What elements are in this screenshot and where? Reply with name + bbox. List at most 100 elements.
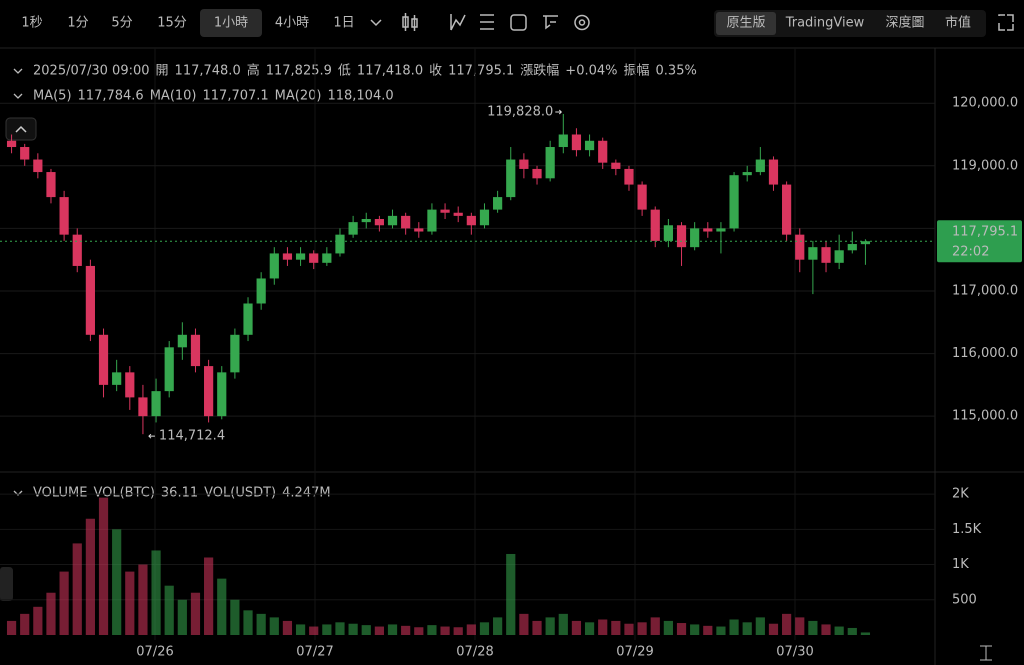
candle-body: [847, 244, 857, 251]
collapse-button[interactable]: [5, 117, 37, 141]
volume-bar: [782, 613, 792, 635]
info-value: 0.35%: [656, 64, 697, 79]
volume-bar: [440, 626, 450, 635]
volume-bar: [834, 626, 844, 635]
candle-body: [335, 234, 345, 254]
low-annotation: 114,712.4: [159, 429, 225, 444]
fullscreen-icon[interactable]: [998, 14, 1014, 31]
candle-body: [493, 197, 503, 210]
volume-bar: [558, 613, 568, 635]
side-handle[interactable]: [0, 567, 13, 601]
candle-body: [479, 209, 490, 226]
candle-body: [138, 397, 148, 417]
volume-bar: [493, 617, 503, 635]
view-tab[interactable]: 原生版: [726, 16, 765, 31]
volume-bar: [466, 624, 476, 635]
candle-body: [230, 334, 240, 373]
candle-body: [624, 168, 634, 185]
volume-bar: [808, 620, 818, 635]
legend-chevrons: [13, 68, 23, 496]
candle-body: [860, 241, 871, 245]
view-tab-active: [716, 12, 776, 35]
interval-button[interactable]: 1日: [333, 16, 354, 31]
candle-body: [755, 159, 765, 173]
y-tick-label: 119,000.0: [952, 158, 1018, 173]
candle-body: [177, 334, 187, 348]
info-value: 117,418.0: [357, 64, 423, 79]
settings-icon[interactable]: [574, 14, 590, 31]
x-tick-label: 07/27: [296, 645, 333, 660]
indicator-icon[interactable]: [450, 14, 466, 31]
volume-bar: [282, 620, 293, 635]
volume-bar: [571, 620, 582, 635]
interval-button[interactable]: 15分: [157, 16, 187, 31]
volume-bar: [269, 617, 279, 635]
volume-bar: [98, 497, 109, 635]
ma-value: 118,104.0: [327, 89, 393, 104]
candle-body: [151, 391, 161, 417]
x-tick-label: 07/28: [456, 645, 493, 660]
candle-body: [282, 253, 293, 260]
volume-bar: [33, 606, 43, 635]
high-arrow: [555, 109, 563, 115]
toolbar-icons: [370, 13, 1014, 31]
volume-bar: [348, 623, 358, 635]
candle-type-icon[interactable]: [402, 13, 418, 31]
interval-button[interactable]: 4小時: [275, 16, 309, 31]
volume-bar: [177, 599, 187, 635]
countdown-label: 22:02: [952, 245, 989, 260]
volume-tick-label: 1K: [952, 557, 969, 572]
volume-bar: [755, 617, 765, 635]
ma-name: MA(5): [33, 89, 72, 104]
candle-body: [782, 184, 792, 235]
candle-body: [834, 250, 844, 263]
candle-body: [571, 134, 582, 151]
interval-dropdown[interactable]: [370, 19, 382, 27]
x-tick-label: 07/29: [616, 645, 653, 660]
volume-bar: [374, 626, 384, 635]
volume-bar: [46, 592, 56, 635]
candle-body: [427, 209, 437, 232]
draw-icon[interactable]: [480, 14, 494, 30]
candle-body: [690, 228, 700, 248]
volume-bar: [427, 625, 437, 635]
candle-body: [309, 253, 319, 263]
candle-body: [322, 253, 332, 263]
volume-bar: [663, 620, 673, 635]
interval-button[interactable]: 1小時: [214, 16, 248, 31]
candle-body: [598, 140, 608, 163]
volume-label: VOL(BTC): [93, 486, 154, 501]
volume-label: VOL(USDT): [204, 486, 276, 501]
interval-button[interactable]: 5分: [111, 16, 132, 31]
candle-body: [808, 247, 818, 260]
info-label: 高: [247, 63, 260, 79]
volume-bar: [545, 617, 555, 635]
volume-bar: [361, 625, 371, 635]
candle-body: [374, 219, 384, 226]
candle-body: [190, 334, 201, 367]
candle-body: [217, 372, 227, 417]
volume-bar: [742, 622, 752, 635]
axis-reset-icon[interactable]: [980, 645, 992, 661]
compare-icon[interactable]: [543, 15, 558, 30]
volume-bar: [584, 622, 595, 635]
candle-body: [243, 303, 253, 335]
volume-bar: [138, 564, 148, 635]
candle-body: [637, 184, 647, 210]
view-tab[interactable]: TradingView: [785, 16, 865, 31]
template-icon[interactable]: [510, 14, 527, 31]
volume-value: 36.11: [161, 486, 198, 501]
view-tab[interactable]: 市值: [945, 15, 971, 31]
candle-body: [401, 215, 411, 229]
volume-bar: [85, 518, 95, 635]
volume-bar: [335, 622, 345, 635]
candle-body: [716, 228, 726, 232]
interval-button[interactable]: 1秒: [21, 16, 42, 31]
volume-bar: [768, 623, 779, 635]
info-label: 收: [429, 64, 442, 79]
view-tab[interactable]: 深度圖: [885, 15, 924, 31]
ma-value: 117,784.6: [78, 89, 144, 104]
interval-button[interactable]: 1分: [67, 16, 88, 31]
volume-bar: [716, 626, 726, 635]
